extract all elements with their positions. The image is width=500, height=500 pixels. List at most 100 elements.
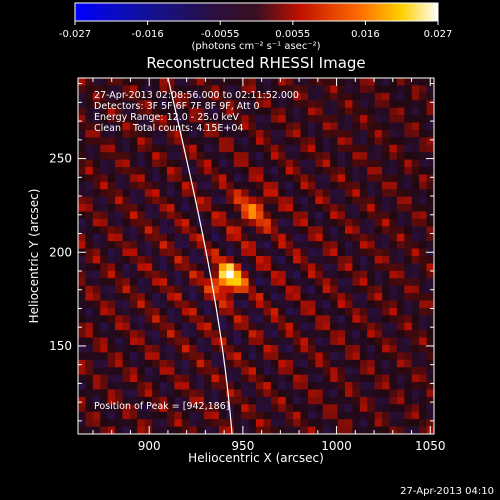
heatmap-cell: [374, 248, 383, 257]
heatmap-cell: [389, 100, 398, 109]
heatmap-cell: [189, 382, 198, 390]
heatmap-cell: [419, 426, 427, 434]
heatmap-cell: [411, 248, 420, 257]
heatmap-cell: [248, 359, 257, 368]
heatmap-cell: [211, 85, 220, 94]
heatmap-cell: [345, 152, 353, 160]
heatmap-cell: [256, 256, 264, 264]
colorbar-tick-label: 0.027: [424, 29, 453, 40]
heatmap-cell: [78, 100, 86, 109]
heatmap-cell: [330, 122, 338, 131]
heatmap-cell: [144, 196, 153, 205]
heatmap-cell: [181, 382, 190, 390]
heatmap-cell: [426, 396, 434, 405]
heatmap-cell: [256, 167, 264, 175]
heatmap-cell: [322, 196, 331, 205]
heatmap-cell: [411, 285, 420, 294]
colorbar-tick-label: 0.016: [351, 29, 380, 40]
heatmap-cell: [270, 115, 279, 123]
heatmap-cell: [315, 144, 324, 153]
heatmap-cell: [359, 359, 368, 368]
heatmap-cell: [285, 367, 294, 376]
heatmap-cell: [152, 85, 160, 94]
heatmap-cell: [137, 211, 146, 220]
heatmap-cell: [285, 374, 294, 383]
heatmap-cell: [241, 293, 249, 301]
heatmap-cell: [248, 144, 257, 153]
heatmap-cell: [263, 233, 272, 242]
heatmap-cell: [404, 144, 413, 153]
heatmap-cell: [107, 241, 116, 249]
heatmap-cell: [419, 100, 427, 109]
heatmap-cell: [78, 174, 86, 183]
heatmap-cell: [152, 411, 160, 420]
heatmap-cell: [211, 78, 220, 86]
heatmap-cell: [233, 263, 242, 272]
heatmap-cell: [359, 167, 368, 175]
heatmap-cell: [144, 315, 153, 324]
heatmap-cell: [315, 129, 324, 138]
heatmap-cell: [293, 129, 301, 138]
heatmap-cell: [248, 159, 257, 168]
heatmap-cell: [144, 189, 153, 198]
heatmap-cell: [226, 322, 235, 331]
heatmap-cell: [285, 389, 294, 398]
heatmap-cell: [167, 100, 175, 109]
heatmap-cell: [115, 389, 123, 398]
heatmap-cell: [359, 189, 368, 198]
heatmap-cell: [211, 285, 220, 294]
heatmap-cell: [107, 226, 116, 235]
annotation-energy-range: Energy Range: 12.0 - 25.0 keV: [94, 112, 239, 123]
heatmap-cell: [278, 322, 287, 331]
heatmap-cell: [159, 359, 168, 368]
heatmap-cell: [404, 300, 413, 309]
heatmap-cell: [152, 189, 160, 198]
heatmap-cell: [293, 100, 301, 109]
heatmap-cell: [152, 337, 160, 346]
heatmap-cell: [293, 359, 301, 368]
heatmap-cell: [359, 122, 368, 131]
heatmap-cell: [256, 107, 264, 116]
heatmap-cell: [174, 307, 183, 316]
heatmap-cell: [285, 137, 294, 146]
heatmap-cell: [411, 382, 420, 390]
heatmap-cell: [419, 300, 427, 309]
heatmap-cell: [270, 78, 279, 86]
heatmap-cell: [382, 122, 390, 131]
heatmap-cell: [374, 426, 383, 434]
heatmap-cell: [411, 411, 420, 420]
heatmap-cell: [189, 78, 198, 86]
heatmap-cell: [426, 218, 434, 227]
heatmap-cell: [226, 115, 235, 123]
heatmap-cell: [196, 233, 205, 242]
heatmap-cell: [374, 367, 383, 376]
heatmap-cell: [411, 374, 420, 383]
heatmap-cell: [189, 204, 198, 212]
heatmap-cell: [322, 330, 331, 338]
heatmap-cell: [278, 270, 287, 279]
heatmap-cell: [263, 226, 272, 235]
heatmap-cell: [226, 419, 235, 427]
heatmap-cell: [352, 263, 361, 272]
heatmap-cell: [181, 159, 190, 168]
heatmap-cell: [159, 152, 168, 160]
heatmap-cell: [100, 115, 109, 123]
heatmap-cell: [352, 78, 361, 86]
heatmap-cell: [78, 78, 86, 86]
heatmap-cell: [256, 174, 264, 183]
heatmap-cell: [78, 337, 86, 346]
heatmap-cell: [315, 226, 324, 235]
heatmap-cell: [122, 396, 131, 405]
heatmap-cell: [196, 241, 205, 249]
heatmap-cell: [307, 345, 316, 353]
heatmap-cell: [293, 107, 301, 116]
heatmap-cell: [315, 396, 324, 405]
heatmap-cell: [256, 159, 264, 168]
heatmap-cell: [152, 78, 160, 86]
heatmap-cell: [359, 322, 368, 331]
heatmap-cell: [189, 396, 198, 405]
heatmap-cell: [122, 285, 131, 294]
heatmap-cell: [248, 233, 257, 242]
heatmap-cell: [419, 122, 427, 131]
heatmap-cell: [181, 307, 190, 316]
